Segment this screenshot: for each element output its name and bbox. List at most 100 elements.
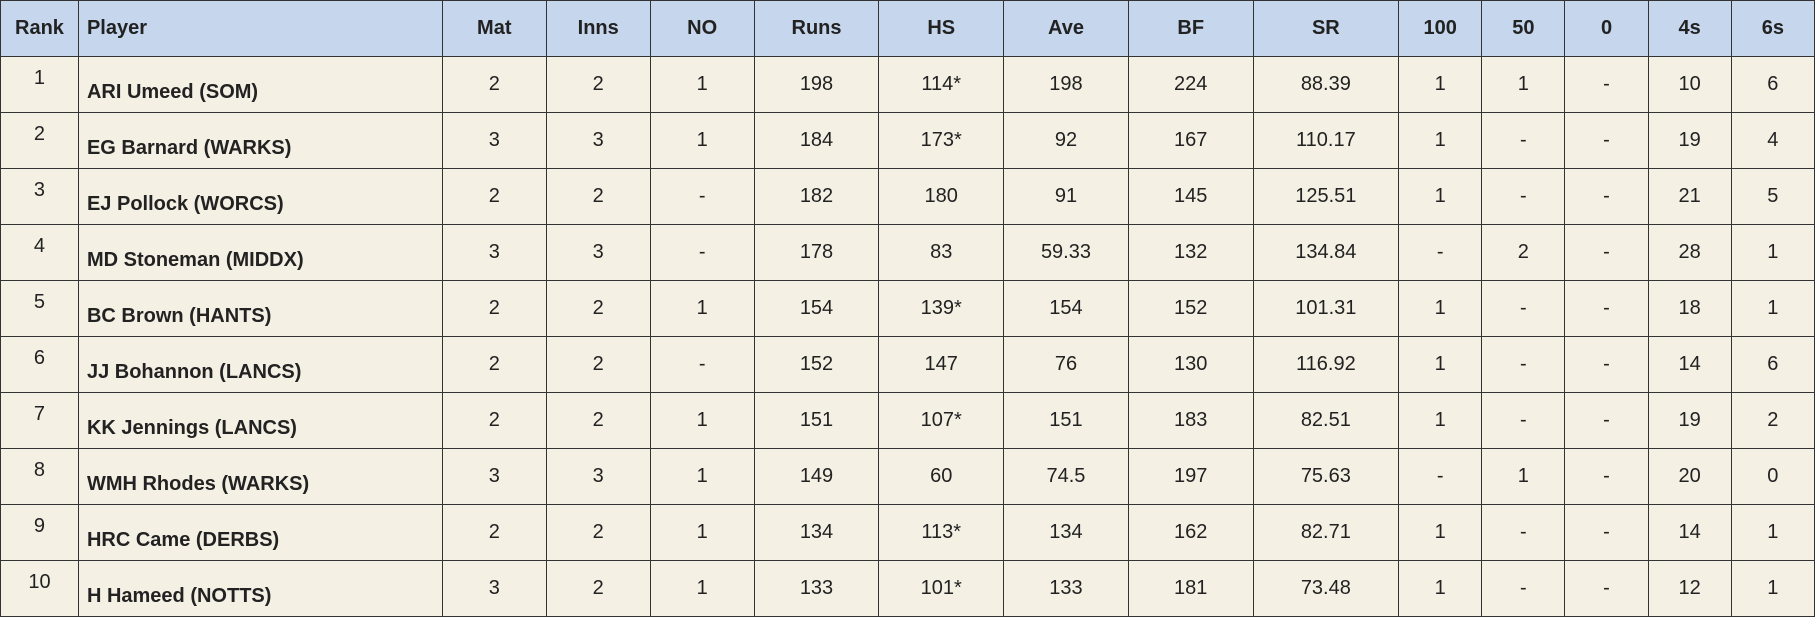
- cell-c50: 1: [1482, 449, 1565, 505]
- cell-c100: 1: [1399, 393, 1482, 449]
- cell-hs: 180: [879, 169, 1004, 225]
- cell-mat: 3: [442, 449, 546, 505]
- cell-c4s: 14: [1648, 505, 1731, 561]
- cell-ave: 154: [1004, 281, 1129, 337]
- cell-c0: -: [1565, 561, 1648, 617]
- cell-c6s: 2: [1731, 393, 1814, 449]
- cell-c6s: 1: [1731, 281, 1814, 337]
- cell-c4s: 10: [1648, 57, 1731, 113]
- cell-sr: 125.51: [1253, 169, 1399, 225]
- cell-rank: 5: [1, 281, 79, 337]
- table-row: 4MD Stoneman (MIDDX)33-1788359.33132134.…: [1, 225, 1815, 281]
- cell-mat: 3: [442, 561, 546, 617]
- col-header-inns[interactable]: Inns: [546, 1, 650, 57]
- table-row: 6JJ Bohannon (LANCS)22-15214776130116.92…: [1, 337, 1815, 393]
- cell-runs: 184: [754, 113, 879, 169]
- cell-hs: 139*: [879, 281, 1004, 337]
- table-row: 10H Hameed (NOTTS)321133101*13318173.481…: [1, 561, 1815, 617]
- cell-c100: 1: [1399, 561, 1482, 617]
- cell-runs: 133: [754, 561, 879, 617]
- cell-c100: 1: [1399, 337, 1482, 393]
- cell-bf: 152: [1128, 281, 1253, 337]
- col-header-sr[interactable]: SR: [1253, 1, 1399, 57]
- cell-sr: 116.92: [1253, 337, 1399, 393]
- cell-runs: 182: [754, 169, 879, 225]
- cell-c6s: 1: [1731, 561, 1814, 617]
- cell-player: BC Brown (HANTS): [78, 281, 442, 337]
- cell-ave: 76: [1004, 337, 1129, 393]
- cell-c50: -: [1482, 505, 1565, 561]
- cell-c50: 1: [1482, 57, 1565, 113]
- cell-c100: 1: [1399, 169, 1482, 225]
- cell-player: WMH Rhodes (WARKS): [78, 449, 442, 505]
- cell-inns: 2: [546, 561, 650, 617]
- cell-c50: -: [1482, 169, 1565, 225]
- col-header-mat[interactable]: Mat: [442, 1, 546, 57]
- table-row: 3EJ Pollock (WORCS)22-18218091145125.511…: [1, 169, 1815, 225]
- cell-mat: 2: [442, 57, 546, 113]
- cell-bf: 130: [1128, 337, 1253, 393]
- table-header: Rank Player Mat Inns NO Runs HS Ave BF S…: [1, 1, 1815, 57]
- cell-c50: -: [1482, 281, 1565, 337]
- table-row: 5BC Brown (HANTS)221154139*154152101.311…: [1, 281, 1815, 337]
- col-header-100[interactable]: 100: [1399, 1, 1482, 57]
- cell-bf: 224: [1128, 57, 1253, 113]
- col-header-50[interactable]: 50: [1482, 1, 1565, 57]
- cell-player: EJ Pollock (WORCS): [78, 169, 442, 225]
- cell-no: 1: [650, 57, 754, 113]
- cell-rank: 6: [1, 337, 79, 393]
- col-header-0[interactable]: 0: [1565, 1, 1648, 57]
- cell-bf: 167: [1128, 113, 1253, 169]
- col-header-rank[interactable]: Rank: [1, 1, 79, 57]
- cell-inns: 2: [546, 337, 650, 393]
- cell-rank: 7: [1, 393, 79, 449]
- cell-sr: 73.48: [1253, 561, 1399, 617]
- cell-player: H Hameed (NOTTS): [78, 561, 442, 617]
- cell-player: HRC Came (DERBS): [78, 505, 442, 561]
- col-header-bf[interactable]: BF: [1128, 1, 1253, 57]
- cell-c4s: 21: [1648, 169, 1731, 225]
- cell-bf: 132: [1128, 225, 1253, 281]
- cell-c4s: 19: [1648, 113, 1731, 169]
- cell-sr: 134.84: [1253, 225, 1399, 281]
- cell-runs: 178: [754, 225, 879, 281]
- cell-inns: 2: [546, 505, 650, 561]
- table-body: 1ARI Umeed (SOM)221198114*19822488.3911-…: [1, 57, 1815, 617]
- cell-bf: 162: [1128, 505, 1253, 561]
- cell-runs: 151: [754, 393, 879, 449]
- cell-runs: 154: [754, 281, 879, 337]
- cell-inns: 2: [546, 281, 650, 337]
- cell-c6s: 5: [1731, 169, 1814, 225]
- col-header-runs[interactable]: Runs: [754, 1, 879, 57]
- cell-no: 1: [650, 561, 754, 617]
- cell-rank: 9: [1, 505, 79, 561]
- cell-c6s: 0: [1731, 449, 1814, 505]
- cell-sr: 88.39: [1253, 57, 1399, 113]
- col-header-4s[interactable]: 4s: [1648, 1, 1731, 57]
- col-header-hs[interactable]: HS: [879, 1, 1004, 57]
- col-header-no[interactable]: NO: [650, 1, 754, 57]
- col-header-player[interactable]: Player: [78, 1, 442, 57]
- cell-sr: 82.51: [1253, 393, 1399, 449]
- cell-c6s: 6: [1731, 337, 1814, 393]
- cell-sr: 82.71: [1253, 505, 1399, 561]
- cell-c100: -: [1399, 225, 1482, 281]
- col-header-ave[interactable]: Ave: [1004, 1, 1129, 57]
- table-row: 8WMH Rhodes (WARKS)3311496074.519775.63-…: [1, 449, 1815, 505]
- cell-c0: -: [1565, 393, 1648, 449]
- table-row: 9HRC Came (DERBS)221134113*13416282.711-…: [1, 505, 1815, 561]
- cell-mat: 2: [442, 505, 546, 561]
- cell-c6s: 6: [1731, 57, 1814, 113]
- cell-hs: 83: [879, 225, 1004, 281]
- cell-inns: 3: [546, 225, 650, 281]
- cell-mat: 2: [442, 393, 546, 449]
- col-header-6s[interactable]: 6s: [1731, 1, 1814, 57]
- cell-c50: -: [1482, 393, 1565, 449]
- cell-mat: 2: [442, 169, 546, 225]
- cell-ave: 134: [1004, 505, 1129, 561]
- cell-no: 1: [650, 113, 754, 169]
- cell-ave: 74.5: [1004, 449, 1129, 505]
- cell-c50: -: [1482, 337, 1565, 393]
- cell-runs: 152: [754, 337, 879, 393]
- cell-mat: 3: [442, 225, 546, 281]
